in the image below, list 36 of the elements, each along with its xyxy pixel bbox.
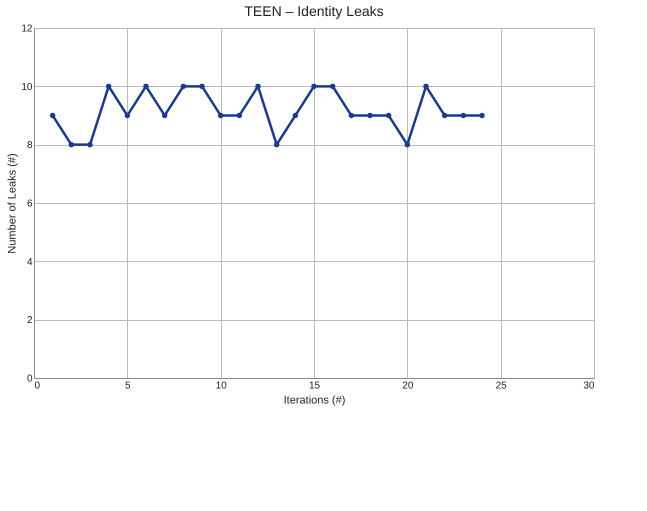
y-tick-label: 8 xyxy=(26,140,33,152)
point xyxy=(124,112,130,118)
x-tick-label: 0 xyxy=(34,380,40,392)
point xyxy=(87,142,93,148)
x-tick-label: 10 xyxy=(216,380,228,392)
point xyxy=(367,112,373,118)
x-tick-label: 5 xyxy=(125,380,132,392)
y-tick-label: 12 xyxy=(21,24,33,34)
point xyxy=(460,112,466,118)
point xyxy=(479,112,485,118)
x-tick-label: 15 xyxy=(308,380,320,392)
y-tick-label: 10 xyxy=(21,82,33,93)
point xyxy=(442,112,448,118)
point xyxy=(386,112,392,118)
point xyxy=(68,142,74,148)
x-tick-label: 25 xyxy=(496,380,508,392)
point xyxy=(348,112,354,118)
y-axis-title: Number of Leaks (#) xyxy=(6,153,18,254)
point xyxy=(218,112,224,118)
x-tick-label: 20 xyxy=(402,380,414,392)
chart-title: TEEN – Identity Leaks xyxy=(244,3,384,19)
x-tick-label: 30 xyxy=(583,380,595,392)
point xyxy=(180,84,186,90)
x-axis-title: Iterations (#) xyxy=(284,394,346,406)
point xyxy=(330,84,336,90)
point xyxy=(292,112,298,118)
point xyxy=(162,112,168,118)
point xyxy=(199,84,205,90)
y-tick-label: 6 xyxy=(26,198,33,210)
point xyxy=(50,112,56,118)
y-tick-label: 2 xyxy=(26,315,33,326)
y-tick-label: 4 xyxy=(26,256,33,268)
y-tick-label: 0 xyxy=(26,374,33,384)
point xyxy=(143,84,149,90)
point xyxy=(236,112,242,118)
point xyxy=(311,84,317,90)
